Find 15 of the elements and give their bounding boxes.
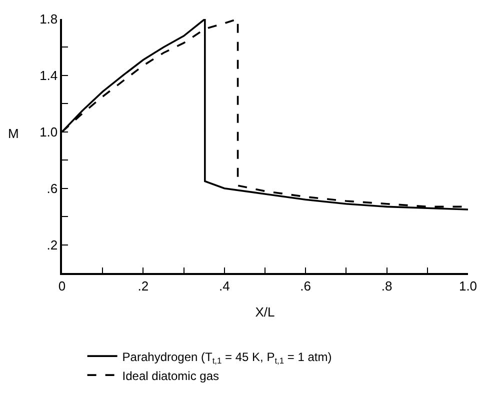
y-tick-label: .6 bbox=[46, 180, 58, 196]
legend-label: Ideal diatomic gas bbox=[122, 368, 220, 383]
x-tick-label: 1.0 bbox=[458, 278, 478, 294]
x-tick-label: .6 bbox=[300, 278, 312, 294]
x-tick-label: .2 bbox=[138, 278, 149, 294]
y-tick-label: 1.0 bbox=[40, 124, 58, 140]
x-tick-label: 0 bbox=[58, 278, 66, 294]
y-tick-label: .2 bbox=[46, 237, 58, 252]
legend-label: Parahydrogen (T$_{t,1}$ = 45 K, P$_{t,1}$ = 1 atm) bbox=[122, 350, 332, 366]
x-tick-label: .8 bbox=[381, 278, 392, 294]
y-axis-title: M bbox=[8, 126, 19, 141]
y-tick-label: 1.8 bbox=[40, 12, 58, 27]
y-tick-label: 1.4 bbox=[40, 68, 58, 83]
x-axis-title: X/L bbox=[255, 304, 275, 320]
x-tick-label: .4 bbox=[218, 278, 230, 294]
